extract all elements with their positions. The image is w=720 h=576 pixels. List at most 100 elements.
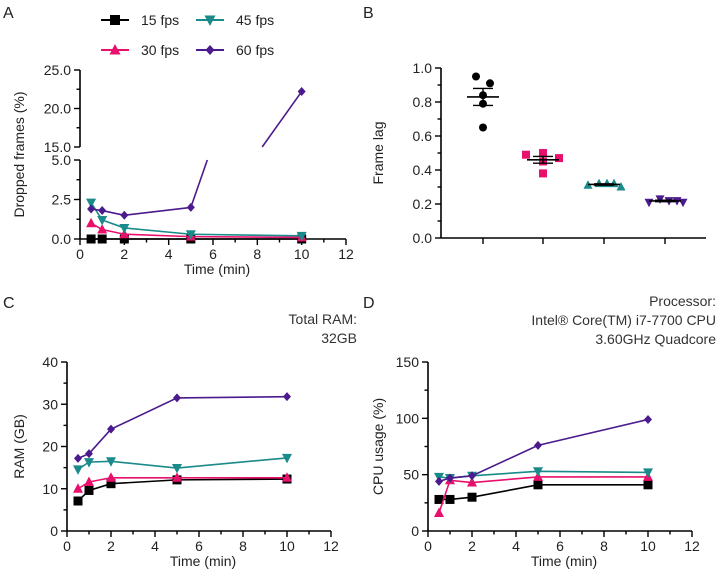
data-point <box>119 223 130 234</box>
x-tick-label: 6 <box>195 538 203 554</box>
series-line <box>101 228 125 236</box>
legend-item: 30 fps <box>101 42 179 58</box>
x-tick-label: 8 <box>239 538 247 554</box>
legend-label: 45 fps <box>236 12 274 28</box>
data-point <box>86 217 97 228</box>
data-point <box>106 472 116 482</box>
group-60-fps <box>644 195 688 244</box>
data-point <box>297 87 306 97</box>
series-45-fps <box>86 198 307 242</box>
x-tick-label: 2 <box>107 538 115 554</box>
series-line <box>124 233 191 238</box>
data-point <box>467 492 477 502</box>
data-point <box>555 154 563 163</box>
x-tick-label: 4 <box>165 246 173 262</box>
x-tick-label: 0 <box>424 538 432 554</box>
panel-label-A: A <box>3 5 14 22</box>
x-tick-label: 0 <box>63 538 71 554</box>
x-tick-label: 8 <box>600 538 608 554</box>
x-tick-label: 12 <box>684 538 700 554</box>
y-tick-label: 5.0 <box>52 152 72 168</box>
data-point <box>172 472 182 482</box>
data-point <box>479 123 487 132</box>
series-45-fps <box>434 467 653 484</box>
y-tick-label: 0.0 <box>413 230 433 246</box>
data-point <box>97 216 108 226</box>
x-tick-label: 10 <box>640 538 656 554</box>
y-tick-label: 2.5 <box>52 192 72 208</box>
annotation-line: 32GB <box>321 330 357 346</box>
x-tick-label: 12 <box>338 246 354 262</box>
series-30-fps <box>86 217 307 242</box>
x-axis-title: Time (min) <box>531 553 597 569</box>
x-tick-label: 2 <box>120 246 128 262</box>
x-tick-label: 12 <box>323 538 339 554</box>
x-axis-title: Time (min) <box>170 553 236 569</box>
data-point <box>296 231 307 242</box>
data-point <box>74 453 82 463</box>
x-tick-label: 0 <box>76 246 84 262</box>
legend-item: 45 fps <box>196 12 274 28</box>
annotation-line: Total RAM: <box>289 311 357 327</box>
y-tick-label: 25.0 <box>44 62 71 78</box>
panel-label-C: C <box>3 295 15 312</box>
data-point <box>522 150 530 159</box>
data-point <box>434 494 444 504</box>
series-line <box>101 219 125 229</box>
y-tick-label: 100 <box>396 410 420 426</box>
series-line <box>190 159 209 208</box>
group-30-fps <box>522 149 563 244</box>
y-tick-label: 20 <box>42 439 58 455</box>
y-axis-title: Dropped frames (%) <box>11 91 27 217</box>
data-point <box>539 169 547 178</box>
series-60-fps <box>435 414 652 486</box>
data-point <box>283 392 291 402</box>
y-tick-label: 0.0 <box>52 231 72 247</box>
panel-label-B: B <box>363 5 374 22</box>
y-tick-label: 0.6 <box>413 128 433 144</box>
data-point <box>446 473 454 483</box>
series-line <box>101 209 125 217</box>
data-point <box>186 202 195 212</box>
series-30-fps <box>434 471 653 517</box>
legend-marker <box>204 15 216 26</box>
legend-marker <box>110 15 120 25</box>
annotation-line: 3.60GHz Quadcore <box>595 331 716 347</box>
x-tick-label: 6 <box>556 538 564 554</box>
y-tick-label: 15.0 <box>44 139 71 155</box>
y-tick-label: 0.2 <box>413 196 433 212</box>
data-point <box>435 476 443 486</box>
data-point <box>282 453 292 464</box>
y-tick-label: 150 <box>396 354 420 370</box>
data-point <box>73 483 83 493</box>
data-point <box>98 206 107 216</box>
data-point <box>534 440 542 450</box>
data-point <box>107 424 115 434</box>
data-point <box>533 467 543 477</box>
data-point <box>87 204 96 214</box>
legend-label: 15 fps <box>141 12 179 28</box>
y-tick-label: 10 <box>42 481 58 497</box>
data-point <box>106 479 116 489</box>
legend-marker <box>205 45 215 55</box>
data-point <box>539 149 547 157</box>
annotation: Total RAM: 32GB <box>289 311 357 346</box>
panel-label-D: D <box>363 295 375 312</box>
data-point <box>445 494 455 504</box>
panel-A: 0 2 4 6 8 10 12 Time (min) 0.0 2.5 5.015.0 20.0 25.0… <box>11 62 354 277</box>
legend-item: 60 fps <box>196 42 274 58</box>
data-point <box>467 477 477 487</box>
data-point <box>73 496 83 506</box>
y-axis-title: CPU usage (%) <box>370 398 386 495</box>
data-point <box>172 464 182 474</box>
data-point <box>86 198 97 209</box>
y-tick-label: 0 <box>50 523 58 539</box>
x-axis-title: Time (min) <box>184 261 250 277</box>
y-tick-label: 40 <box>42 354 58 370</box>
data-point <box>486 79 494 88</box>
x-tick-label: 4 <box>151 538 159 554</box>
data-point <box>472 72 480 81</box>
data-point <box>84 476 94 486</box>
panel-D: 0 2 4 6 8 10 12 Time (min) 0 50 100 150 CPU usage (%… <box>370 293 716 569</box>
